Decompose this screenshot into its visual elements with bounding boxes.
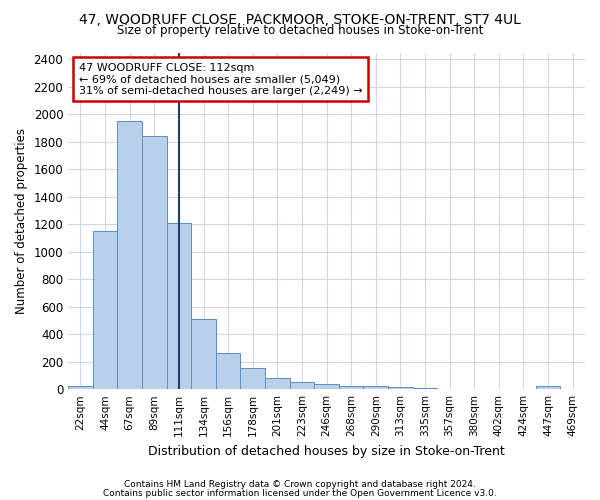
Text: Contains HM Land Registry data © Crown copyright and database right 2024.: Contains HM Land Registry data © Crown c… bbox=[124, 480, 476, 489]
Bar bbox=[216, 353, 241, 389]
Text: 47, WOODRUFF CLOSE, PACKMOOR, STOKE-ON-TRENT, ST7 4UL: 47, WOODRUFF CLOSE, PACKMOOR, STOKE-ON-T… bbox=[79, 12, 521, 26]
Bar bbox=[364, 386, 388, 389]
Bar bbox=[339, 386, 364, 389]
Bar bbox=[536, 386, 560, 389]
Bar bbox=[388, 387, 413, 389]
Text: Contains public sector information licensed under the Open Government Licence v3: Contains public sector information licen… bbox=[103, 488, 497, 498]
Bar bbox=[413, 388, 437, 389]
Text: 47 WOODRUFF CLOSE: 112sqm
← 69% of detached houses are smaller (5,049)
31% of se: 47 WOODRUFF CLOSE: 112sqm ← 69% of detac… bbox=[79, 62, 362, 96]
Bar bbox=[142, 136, 167, 389]
Bar bbox=[118, 121, 142, 389]
Bar bbox=[314, 384, 339, 389]
Y-axis label: Number of detached properties: Number of detached properties bbox=[15, 128, 28, 314]
Text: Size of property relative to detached houses in Stoke-on-Trent: Size of property relative to detached ho… bbox=[117, 24, 483, 37]
Bar bbox=[241, 368, 265, 389]
Bar bbox=[68, 386, 93, 389]
Bar bbox=[167, 223, 191, 389]
Bar bbox=[290, 382, 314, 389]
Bar bbox=[265, 378, 290, 389]
X-axis label: Distribution of detached houses by size in Stoke-on-Trent: Distribution of detached houses by size … bbox=[148, 444, 505, 458]
Bar bbox=[191, 319, 216, 389]
Bar bbox=[93, 231, 118, 389]
